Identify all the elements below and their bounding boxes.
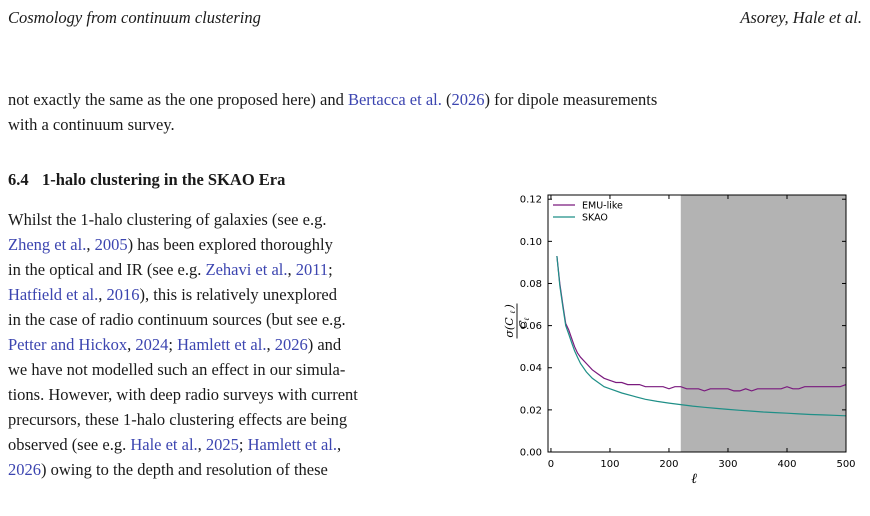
citation-link[interactable]: Hatfield et al. [8, 285, 99, 304]
x-tick-label: 200 [659, 459, 678, 470]
intro-paragraph: not exactly the same as the one proposed… [8, 87, 864, 137]
y-tick-label: 0.00 [520, 448, 542, 459]
running-header-title: Cosmology from continuum clustering [8, 8, 261, 27]
text-run: , [287, 260, 296, 279]
citation-link[interactable]: 2016 [106, 285, 140, 304]
section-title: 1-halo clustering in the SKAO Era [42, 170, 286, 189]
x-tick-label: 500 [836, 459, 855, 470]
text-run: ; [238, 435, 248, 454]
x-axis-label: ℓ [691, 471, 697, 487]
section-number: 6.4 [8, 170, 29, 189]
text-run: tions. However, with deep radio surveys … [8, 385, 358, 404]
y-label-numerator-close: ) [503, 304, 516, 309]
text-run: with a continuum survey. [8, 115, 175, 134]
text-run: , [86, 235, 95, 254]
citation-link[interactable]: Hale et al. [130, 435, 198, 454]
text-run: ), this is relatively unexplored [139, 285, 338, 304]
text-run: , [197, 435, 206, 454]
body-line: we have not modelled such an effect in o… [8, 357, 470, 382]
text-run: ; [168, 335, 178, 354]
citation-link[interactable]: 2026 [451, 90, 485, 109]
plot-frame [547, 194, 847, 453]
citation-link[interactable]: Zheng et al. [8, 235, 87, 254]
citation-link[interactable]: Zehavi et al. [205, 260, 288, 279]
text-run: not exactly the same as the one proposed… [8, 90, 348, 109]
y-tick-label: 0.04 [520, 363, 542, 374]
body-line: 2026) owing to the depth and resolution … [8, 457, 470, 482]
text-run: , [336, 435, 342, 454]
y-label-denominator: C [517, 320, 530, 329]
x-tick-label: 400 [777, 459, 796, 470]
text-run: Whilst the 1-halo clustering of galaxies… [8, 210, 327, 229]
sigma-cl-chart: 0 100 200 300 400 500 0.00 0.02 0.04 0.06 0.08 0.10… [503, 194, 856, 487]
body-line: Zheng et al., 2005) has been explored th… [8, 232, 470, 257]
x-tick-label: 300 [718, 459, 737, 470]
citation-link[interactable]: 2026 [8, 460, 41, 479]
y-label-numerator-sub: ℓ [509, 311, 517, 315]
citation-link[interactable]: 2026 [274, 335, 308, 354]
body-line: in the case of radio continuum sources (… [8, 307, 470, 332]
text-run: , [127, 335, 136, 354]
series-line-emu-like [556, 256, 847, 392]
citation-link[interactable]: 2005 [94, 235, 128, 254]
figure: 0 100 200 300 400 500 0.00 0.02 0.04 0.06 0.08 0.10… [495, 180, 860, 490]
citation-link[interactable]: Hamlett et al. [247, 435, 337, 454]
text-run: ; [328, 260, 333, 279]
citation-link[interactable]: 2024 [135, 335, 169, 354]
intro-line-2: with a continuum survey. [8, 115, 175, 134]
x-tick-label: 0 [548, 459, 554, 470]
section-heading: 6.4 1-halo clustering in the SKAO Era [8, 170, 285, 190]
text-run: observed (see e.g. [8, 435, 131, 454]
y-axis-label: σ(C ℓ) Cℓ [503, 303, 531, 339]
text-run: ) and [307, 335, 342, 354]
x-tick-label: 100 [600, 459, 619, 470]
text-run: in the optical and IR (see e.g. [8, 260, 206, 279]
text-run: ) has been explored thoroughly [127, 235, 333, 254]
legend-label: EMU-like [582, 201, 623, 212]
intro-line-1: not exactly the same as the one proposed… [8, 90, 657, 109]
body-line: tions. However, with deep radio surveys … [8, 382, 470, 407]
citation-link[interactable]: Bertacca et al. [347, 90, 442, 109]
citation-link[interactable]: 2011 [295, 260, 329, 279]
series-line-skao [556, 256, 847, 417]
legend-label: SKAO [582, 213, 608, 224]
body-paragraph: Whilst the 1-halo clustering of galaxies… [8, 207, 470, 482]
citation-link[interactable]: Hamlett et al. [177, 335, 267, 354]
y-tick-label: 0.06 [520, 321, 542, 332]
y-tick-label: 0.02 [520, 405, 542, 416]
body-line: Hatfield et al., 2016), this is relative… [8, 282, 470, 307]
y-label-denominator-sub: ℓ [523, 318, 531, 322]
running-header-authors: Asorey, Hale et al. [740, 8, 862, 27]
y-label-numerator: σ(C [503, 317, 516, 338]
body-line: precursors, these 1-halo clustering effe… [8, 407, 470, 432]
text-run: we have not modelled such an effect in o… [8, 360, 346, 379]
y-tick-label: 0.08 [520, 279, 542, 290]
text-run: precursors, these 1-halo clustering effe… [8, 410, 348, 429]
shaded-region [680, 195, 846, 452]
text-run: ) owing to the depth and resolution of t… [41, 460, 328, 479]
text-run: , [266, 335, 275, 354]
citation-link[interactable]: 2025 [205, 435, 239, 454]
text-run: , [98, 285, 107, 304]
body-line: in the optical and IR (see e.g. Zehavi e… [8, 257, 470, 282]
text-run: ) for dipole measurements [484, 90, 658, 109]
text-run: ( [441, 90, 452, 109]
y-tick-label: 0.12 [520, 195, 542, 206]
body-line: Petter and Hickox, 2024; Hamlett et al.,… [8, 332, 470, 357]
body-line: observed (see e.g. Hale et al., 2025; Ha… [8, 432, 470, 457]
text-run: in the case of radio continuum sources (… [8, 310, 346, 329]
citation-link[interactable]: Petter and Hickox [8, 335, 128, 354]
body-line: Whilst the 1-halo clustering of galaxies… [8, 207, 470, 232]
y-tick-label: 0.10 [520, 237, 542, 248]
